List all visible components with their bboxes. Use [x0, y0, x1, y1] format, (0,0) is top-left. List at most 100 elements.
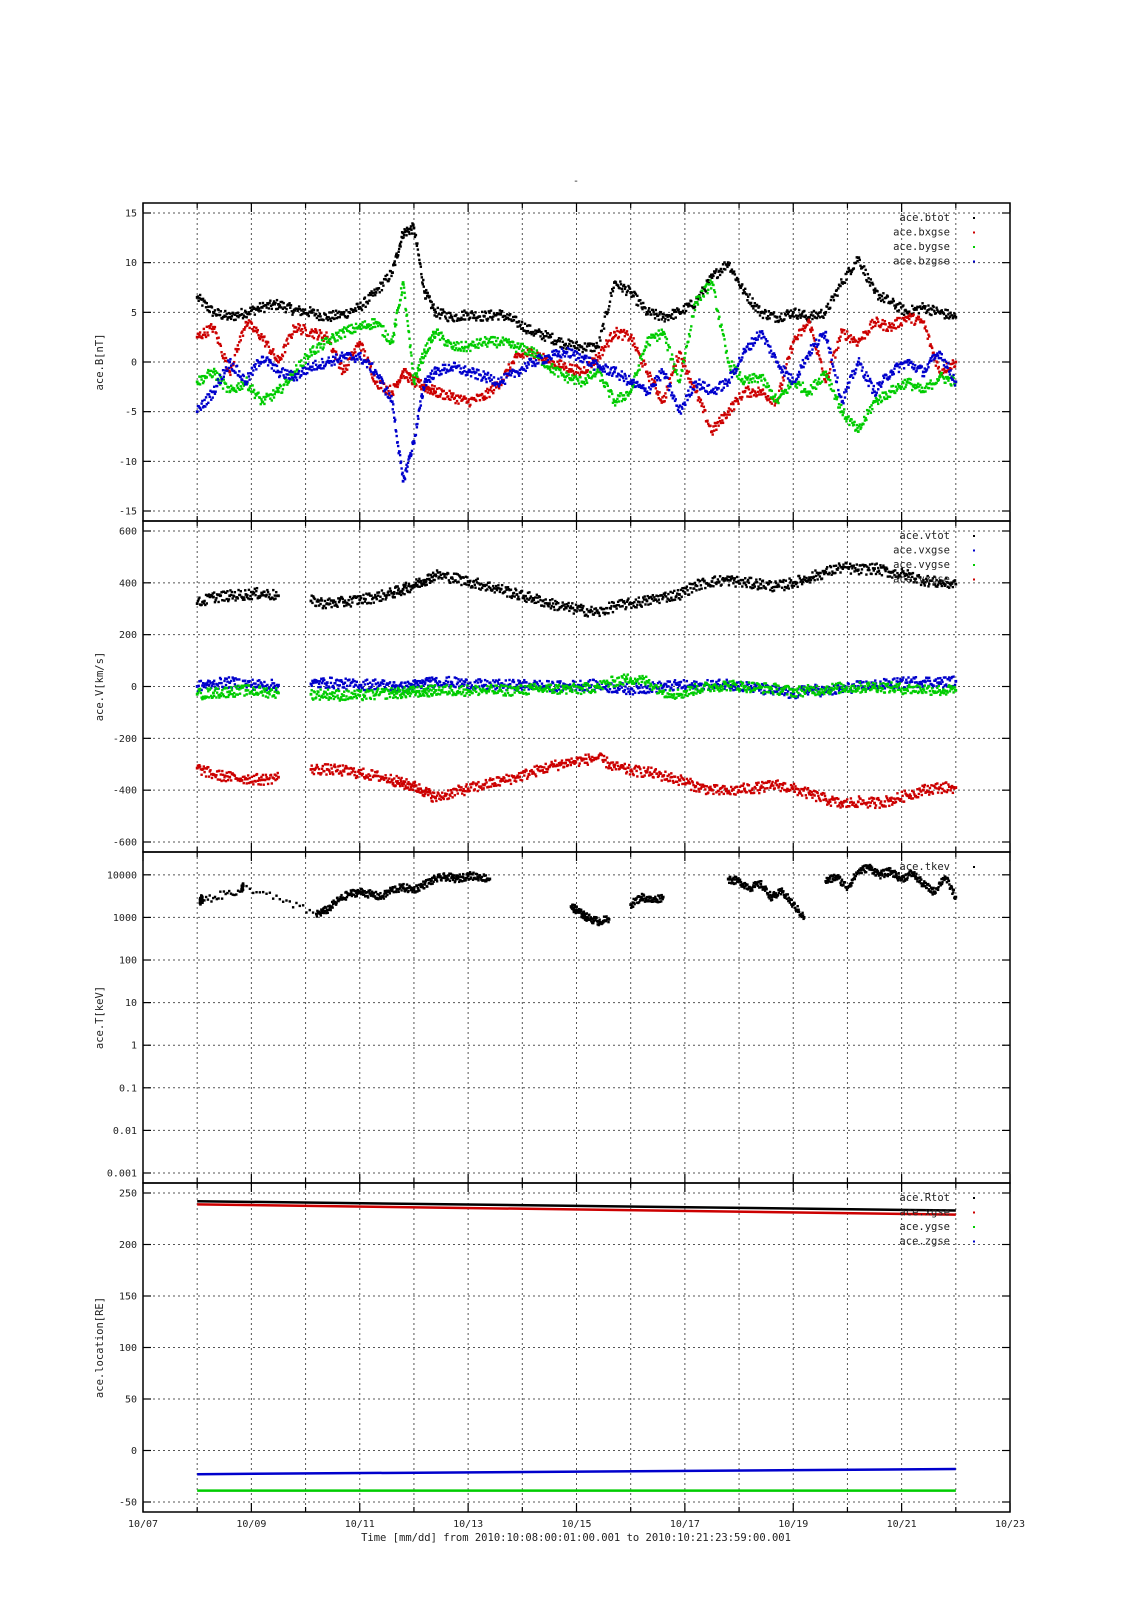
data-point [924, 325, 927, 328]
data-point [500, 379, 504, 382]
data-point [843, 408, 846, 411]
data-point [598, 614, 601, 618]
data-point [309, 306, 312, 309]
data-point [388, 587, 392, 590]
data-point [421, 395, 425, 398]
data-point [678, 404, 682, 407]
data-point [609, 368, 612, 371]
data-point [443, 310, 446, 314]
data-point [628, 374, 631, 378]
data-point [919, 321, 922, 324]
data-point [715, 388, 719, 391]
data-point [636, 380, 639, 384]
data-point [353, 348, 356, 351]
data-point [845, 417, 849, 421]
data-point [942, 359, 945, 362]
data-point [618, 378, 621, 381]
data-point [890, 385, 893, 388]
data-point [831, 362, 834, 366]
data-point [368, 368, 372, 371]
data-point [551, 362, 554, 366]
data-point [263, 398, 267, 401]
data-point [487, 310, 491, 313]
data-point [935, 354, 938, 357]
data-point [435, 569, 439, 572]
data-point [769, 396, 773, 399]
data-point [343, 354, 346, 357]
data-point [233, 353, 237, 357]
data-point [619, 331, 622, 334]
data-point [831, 365, 835, 368]
data-point [684, 372, 688, 375]
data-point [367, 601, 370, 605]
data-point [879, 324, 883, 327]
data-point [400, 589, 404, 593]
data-point [441, 397, 445, 400]
data-point [389, 270, 392, 273]
data-point [935, 306, 938, 309]
data-point [865, 418, 868, 422]
data-point [534, 359, 538, 362]
data-point [771, 397, 774, 401]
data-point [814, 348, 818, 351]
data-point [250, 322, 254, 325]
data-point [393, 260, 396, 263]
data-point [420, 272, 423, 276]
data-point [340, 596, 344, 599]
data-point [303, 312, 306, 315]
data-point [528, 597, 532, 600]
data-point [321, 348, 325, 351]
data-point [217, 308, 220, 312]
data-point [724, 351, 728, 354]
data-point [343, 310, 346, 314]
data-point [768, 351, 771, 354]
data-point [573, 373, 576, 377]
data-point [204, 603, 207, 607]
data-point [923, 327, 926, 330]
data-point [485, 337, 488, 340]
data-point [362, 325, 366, 328]
data-point [343, 364, 346, 367]
data-point [896, 302, 900, 306]
data-point [337, 600, 341, 604]
data-point [565, 366, 568, 370]
data-point [735, 397, 739, 401]
data-point [456, 349, 459, 352]
data-point [239, 339, 242, 342]
data-point [758, 334, 761, 337]
data-point [460, 583, 463, 587]
data-point [671, 371, 675, 374]
data-point [462, 314, 465, 317]
data-point [682, 304, 686, 308]
data-point [670, 357, 673, 361]
data-point [404, 467, 408, 470]
data-point [802, 315, 805, 318]
data-point [545, 334, 548, 338]
data-point [475, 371, 478, 374]
data-point [438, 575, 441, 579]
data-point [469, 579, 472, 583]
data-point [800, 390, 804, 393]
data-point [414, 433, 418, 437]
data-point [795, 336, 799, 339]
data-point [300, 359, 303, 362]
data-point [651, 308, 655, 312]
data-point [420, 582, 423, 585]
data-point [880, 399, 884, 402]
data-point [561, 340, 564, 344]
data-point [275, 370, 278, 374]
data-point [950, 384, 953, 387]
data-point [297, 322, 300, 326]
data-point [646, 312, 649, 316]
data-point [252, 590, 255, 594]
data-point [588, 361, 591, 364]
data-point [835, 288, 839, 292]
data-point [342, 600, 345, 604]
data-point [412, 440, 416, 443]
data-point [436, 368, 440, 372]
data-point [410, 228, 413, 232]
data-point [250, 597, 254, 601]
data-point [482, 375, 486, 379]
data-point [506, 369, 510, 372]
data-point [331, 333, 335, 337]
